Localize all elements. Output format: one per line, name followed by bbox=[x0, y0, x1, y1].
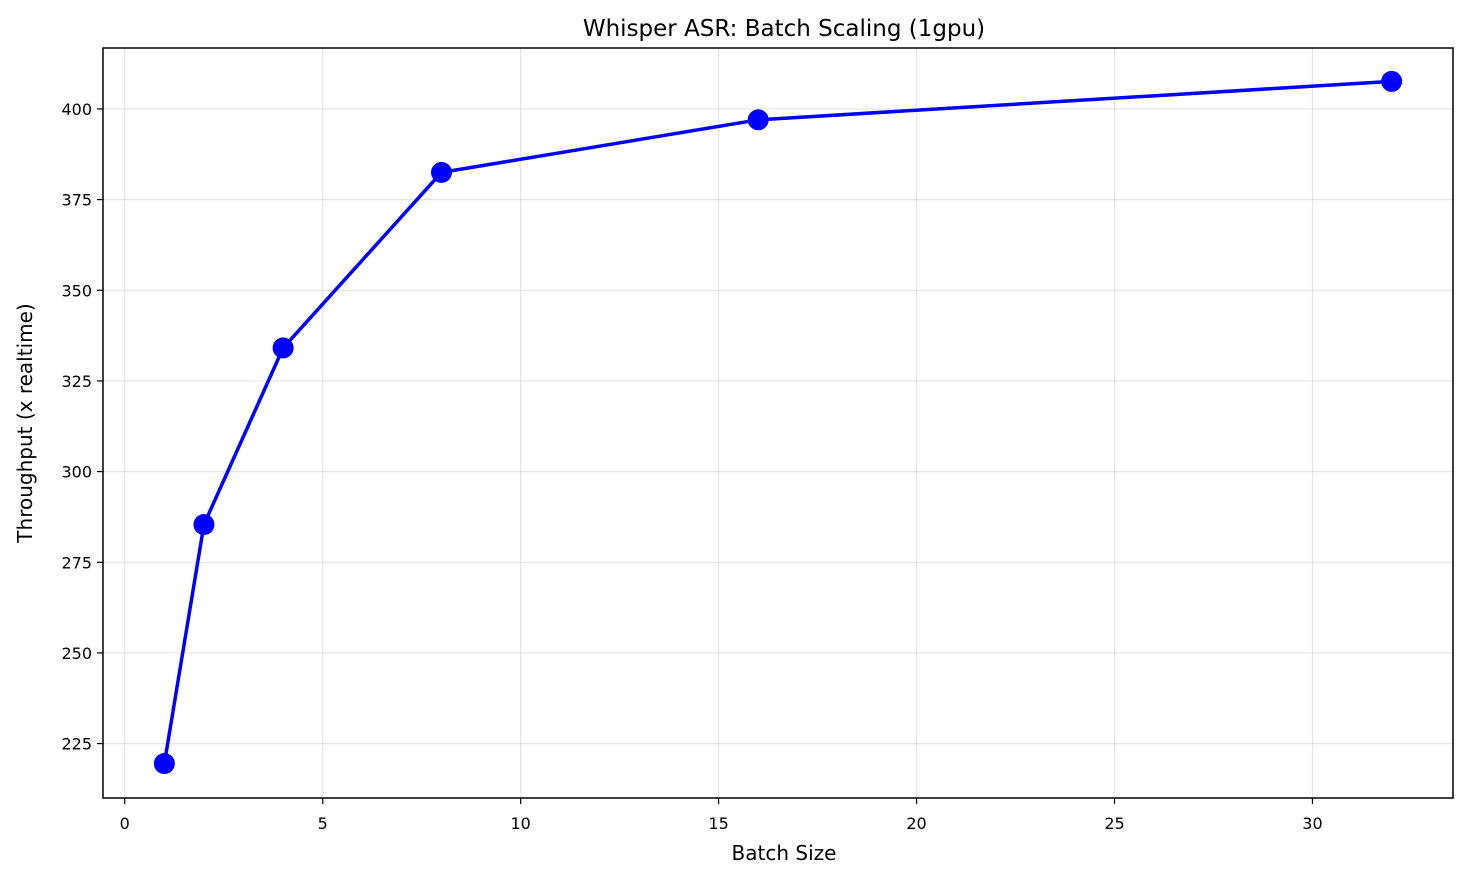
y-tick-label: 250 bbox=[61, 644, 92, 663]
x-axis-label: Batch Size bbox=[732, 841, 837, 865]
y-tick-label: 225 bbox=[61, 735, 92, 754]
x-tick-label: 5 bbox=[318, 814, 328, 833]
x-tick-label: 15 bbox=[708, 814, 728, 833]
data-point bbox=[430, 161, 452, 183]
data-point bbox=[747, 109, 769, 131]
data-point bbox=[153, 753, 175, 775]
y-tick-label: 325 bbox=[61, 372, 92, 391]
data-point bbox=[1381, 70, 1403, 92]
y-tick-label: 400 bbox=[61, 100, 92, 119]
x-tick-label: 10 bbox=[510, 814, 530, 833]
y-tick-label: 275 bbox=[61, 553, 92, 572]
y-axis-label: Throughput (x realtime) bbox=[13, 303, 37, 543]
y-tick-label: 350 bbox=[61, 281, 92, 300]
chart-title: Whisper ASR: Batch Scaling (1gpu) bbox=[583, 16, 985, 42]
x-tick-label: 30 bbox=[1302, 814, 1322, 833]
data-line bbox=[162, 79, 1392, 764]
x-tick-label: 0 bbox=[120, 814, 130, 833]
x-tick-label: 25 bbox=[1104, 814, 1124, 833]
y-tick-label: 300 bbox=[61, 463, 92, 482]
data-point bbox=[272, 337, 294, 359]
plot-frame bbox=[102, 47, 1454, 799]
data-point bbox=[193, 514, 215, 536]
x-tick-label: 20 bbox=[906, 814, 926, 833]
y-tick-label: 375 bbox=[61, 191, 92, 210]
